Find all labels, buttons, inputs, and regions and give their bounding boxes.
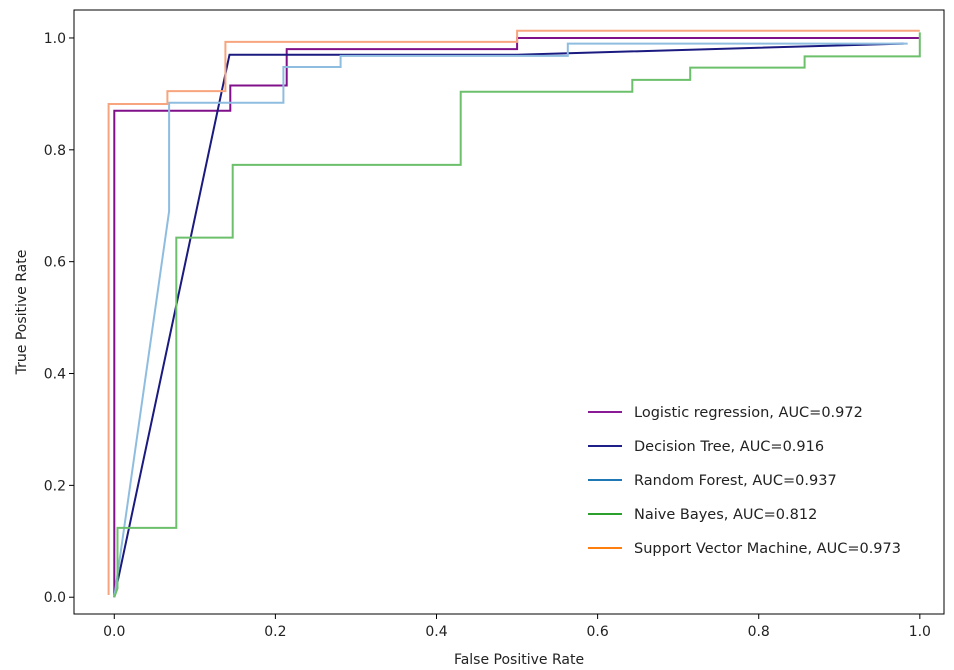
- legend-label: Naive Bayes, AUC=0.812: [634, 507, 817, 523]
- legend-label: Decision Tree, AUC=0.916: [634, 439, 824, 455]
- plot-frame: [73, 9, 945, 615]
- series-line-3: [113, 42, 908, 598]
- y-tick-label: 0.8: [44, 143, 66, 159]
- y-axis-label: True Positive Rate: [14, 250, 30, 376]
- x-tick-label: 0.4: [425, 624, 447, 640]
- legend-label: Random Forest, AUC=0.937: [634, 473, 837, 489]
- y-tick-label: 0.6: [44, 255, 66, 271]
- series-line-4: [113, 32, 921, 598]
- y-tick-label: 0.4: [44, 367, 66, 383]
- legend-label: Logistic regression, AUC=0.972: [634, 405, 863, 421]
- x-tick-label: 0.0: [103, 624, 125, 640]
- y-tick-label: 1.0: [44, 31, 66, 47]
- y-tick-label: 0.0: [44, 590, 66, 606]
- y-axis: 0.0 0.2 0.4 0.6 0.8 1.0: [44, 31, 74, 606]
- x-axis-label: False Positive Rate: [454, 652, 584, 668]
- x-tick-label: 0.2: [264, 624, 286, 640]
- x-tick-label: 0.8: [748, 624, 770, 640]
- series-line-2: [113, 42, 904, 598]
- y-tick-label: 0.2: [44, 478, 66, 494]
- x-tick-label: 1.0: [909, 624, 931, 640]
- series-layer: [107, 29, 921, 598]
- x-tick-label: 0.6: [586, 624, 608, 640]
- series-line-5: [107, 29, 920, 595]
- legend-label: Support Vector Machine, AUC=0.973: [634, 541, 901, 557]
- x-axis: 0.0 0.2 0.4 0.6 0.8 1.0: [103, 614, 931, 640]
- legend: Logistic regression, AUC=0.972 Decision T…: [588, 405, 901, 557]
